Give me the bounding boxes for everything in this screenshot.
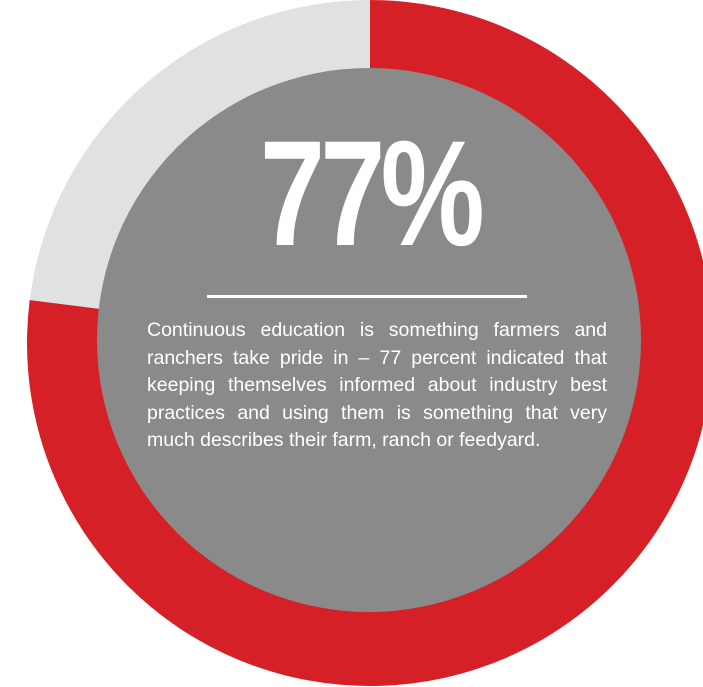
center-disc xyxy=(97,68,641,612)
divider xyxy=(207,295,527,298)
headline-value: 77% xyxy=(259,109,485,277)
description: Continuous education is something farmer… xyxy=(147,319,607,451)
